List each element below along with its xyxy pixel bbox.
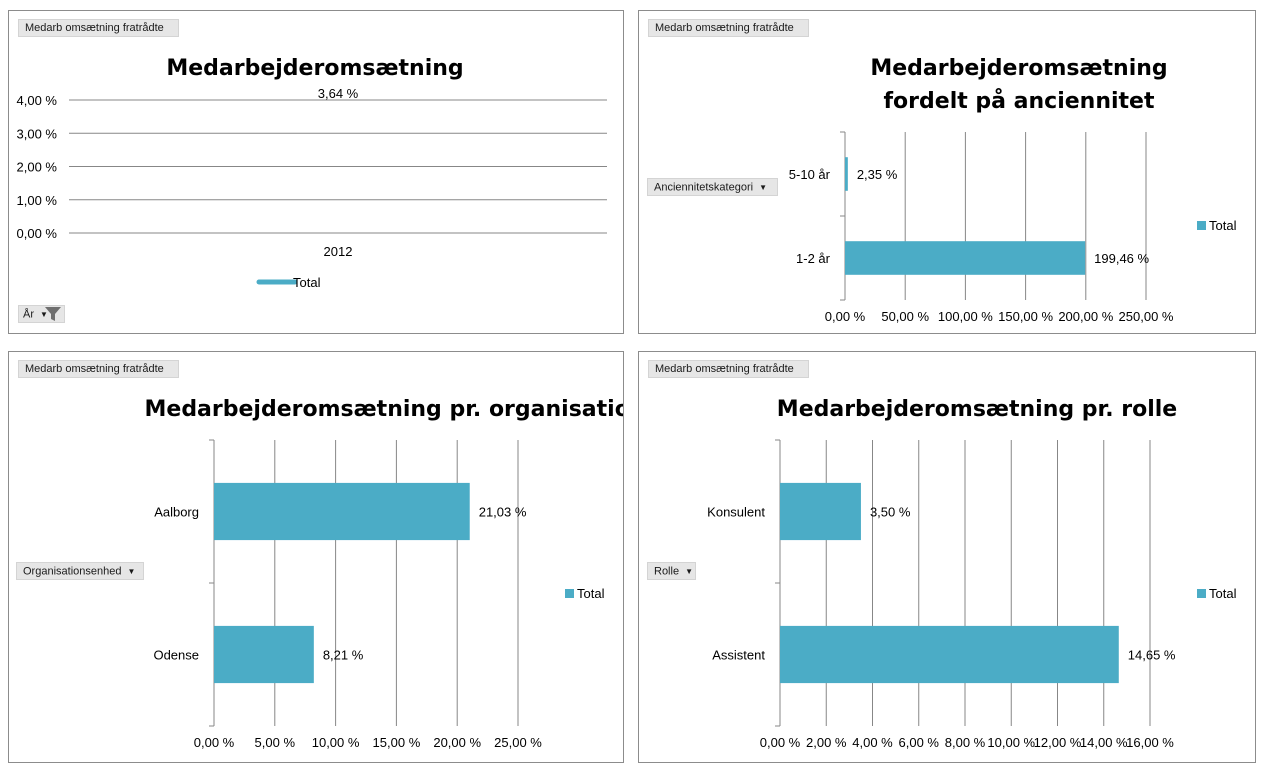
bar bbox=[845, 157, 848, 191]
funnel-icon bbox=[45, 307, 61, 321]
chart-title: fordelt på anciennitet bbox=[883, 88, 1154, 114]
dropdown-arrow-icon: ▼ bbox=[127, 567, 136, 576]
chart-svg: Medarbejderomsætning fordelt på anciennit… bbox=[789, 56, 1237, 324]
x-tick-label: 6,00 % bbox=[899, 735, 940, 750]
bar bbox=[780, 625, 1119, 684]
x-tick-label: 0,00 % bbox=[760, 735, 801, 750]
chart-title: Medarbejderomsætning bbox=[166, 56, 463, 81]
data-label: 21,03 % bbox=[479, 505, 527, 520]
x-tick-label: 2,00 % bbox=[806, 735, 847, 750]
chart-svg: Medarbejderomsætning 0,00 % 1,00 % 2,00 % 3,… bbox=[17, 56, 607, 290]
chart-panel-turnover-by-seniority: Medarbejderomsætning fordelt på anciennit… bbox=[638, 10, 1256, 334]
chart-title: Medarbejderomsætning pr. rolle bbox=[777, 397, 1177, 422]
x-tick-label: 2012 bbox=[324, 244, 353, 259]
axis-field-label: Rolle bbox=[654, 565, 680, 578]
bar bbox=[780, 482, 861, 541]
x-tick-label: 15,00 % bbox=[373, 735, 421, 750]
x-tick-label: 100,00 % bbox=[938, 309, 993, 324]
dropdown-arrow-icon: ▼ bbox=[759, 183, 767, 192]
x-tick-label: 250,00 % bbox=[1119, 309, 1174, 324]
chart-panel-turnover-by-organisation: Medarbejderomsætning pr. organisation 0,0… bbox=[8, 351, 624, 763]
x-tick-label: 12,00 % bbox=[1034, 735, 1082, 750]
data-label: 3,50 % bbox=[870, 505, 911, 520]
axis-field-button-year[interactable]: År ▼ bbox=[18, 305, 65, 323]
legend-swatch bbox=[1197, 589, 1206, 598]
x-tick-label: 0,00 % bbox=[825, 309, 866, 324]
x-tick-label: 10,00 % bbox=[987, 735, 1035, 750]
bar bbox=[845, 241, 1086, 275]
x-tick-label: 200,00 % bbox=[1058, 309, 1113, 324]
chart-title: Medarbejderomsætning bbox=[870, 56, 1167, 81]
x-tick-label: 5,00 % bbox=[255, 735, 296, 750]
axis-field-label: Anciennitetskategori bbox=[654, 181, 754, 194]
x-tick-label: 16,00 % bbox=[1126, 735, 1174, 750]
data-label: 8,21 % bbox=[323, 648, 364, 663]
y-tick-label: 0,00 % bbox=[17, 226, 58, 241]
x-tick-label: 50,00 % bbox=[881, 309, 929, 324]
data-label: 199,46 % bbox=[1094, 251, 1149, 266]
y-category-label: Odense bbox=[153, 648, 199, 663]
legend-label: Total bbox=[1209, 218, 1237, 233]
axis-field-label: År bbox=[23, 308, 34, 321]
value-field-button[interactable]: Medarb omsætning fratrådte bbox=[648, 360, 809, 378]
x-tick-label: 14,00 % bbox=[1080, 735, 1128, 750]
chart-title: Medarbejderomsætning pr. organisation bbox=[145, 397, 624, 422]
chart-svg: Medarbejderomsætning pr. rolle 0,00 % 2,00… bbox=[707, 397, 1237, 750]
value-field-button[interactable]: Medarb omsætning fratrådte bbox=[648, 19, 809, 37]
x-tick-label: 0,00 % bbox=[194, 735, 235, 750]
axis-field-button-role[interactable]: Rolle ▼ bbox=[647, 562, 696, 580]
axis-field-button-seniority[interactable]: Anciennitetskategori ▼ bbox=[647, 178, 778, 196]
axis-field-button-organisation[interactable]: Organisationsenhed ▼ bbox=[16, 562, 144, 580]
chart-panel-turnover-by-year: Medarbejderomsætning 0,00 % 1,00 % 2,00 % 3,… bbox=[8, 10, 624, 334]
dropdown-arrow-icon: ▼ bbox=[40, 310, 48, 319]
x-tick-label: 150,00 % bbox=[998, 309, 1053, 324]
legend-label: Total bbox=[577, 586, 605, 601]
legend-label: Total bbox=[293, 275, 321, 290]
y-tick-label: 2,00 % bbox=[17, 160, 58, 175]
legend-label: Total bbox=[1209, 586, 1237, 601]
y-tick-label: 3,00 % bbox=[17, 126, 58, 141]
dropdown-arrow-icon: ▼ bbox=[685, 567, 693, 576]
bar bbox=[214, 482, 470, 541]
y-category-label: 1-2 år bbox=[796, 251, 831, 266]
y-category-label: Assistent bbox=[712, 648, 765, 663]
data-label: 2,35 % bbox=[857, 167, 898, 182]
axis-field-label: Organisationsenhed bbox=[23, 565, 122, 578]
y-category-label: Aalborg bbox=[154, 505, 199, 520]
x-tick-label: 25,00 % bbox=[494, 735, 542, 750]
legend-swatch bbox=[1197, 221, 1206, 230]
chart-svg: Medarbejderomsætning pr. organisation 0,0… bbox=[145, 397, 624, 750]
y-tick-label: 1,00 % bbox=[17, 193, 58, 208]
value-field-button[interactable]: Medarb omsætning fratrådte bbox=[18, 19, 179, 37]
x-tick-label: 8,00 % bbox=[945, 735, 986, 750]
y-tick-label: 4,00 % bbox=[17, 93, 58, 108]
value-field-button[interactable]: Medarb omsætning fratrådte bbox=[18, 360, 179, 378]
data-label: 3,64 % bbox=[318, 86, 359, 101]
x-tick-label: 10,00 % bbox=[312, 735, 360, 750]
chart-panel-turnover-by-role: Medarbejderomsætning pr. rolle 0,00 % 2,00… bbox=[638, 351, 1256, 763]
x-tick-label: 4,00 % bbox=[852, 735, 893, 750]
data-label: 14,65 % bbox=[1128, 648, 1176, 663]
y-category-label: Konsulent bbox=[707, 505, 765, 520]
bar bbox=[214, 625, 314, 684]
y-category-label: 5-10 år bbox=[789, 167, 831, 182]
x-tick-label: 20,00 % bbox=[433, 735, 481, 750]
legend-swatch bbox=[565, 589, 574, 598]
